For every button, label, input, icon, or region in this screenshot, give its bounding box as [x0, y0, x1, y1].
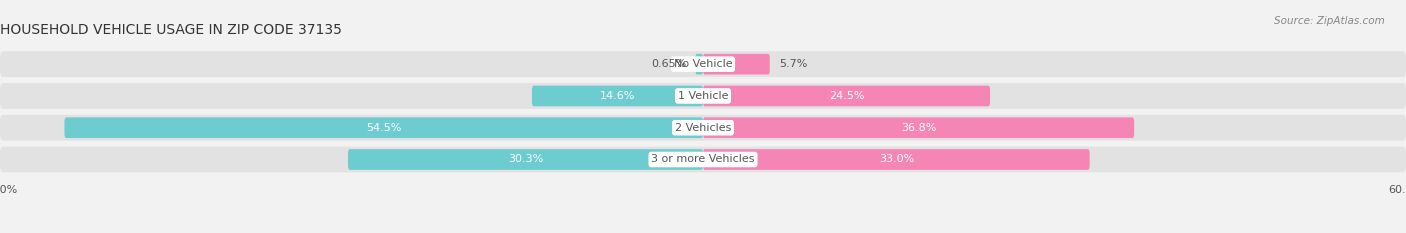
FancyBboxPatch shape	[531, 86, 703, 106]
FancyBboxPatch shape	[0, 115, 1406, 140]
Text: 33.0%: 33.0%	[879, 154, 914, 164]
Text: 2 Vehicles: 2 Vehicles	[675, 123, 731, 133]
Text: Source: ZipAtlas.com: Source: ZipAtlas.com	[1274, 16, 1385, 26]
Text: No Vehicle: No Vehicle	[673, 59, 733, 69]
FancyBboxPatch shape	[696, 54, 703, 75]
Text: 3 or more Vehicles: 3 or more Vehicles	[651, 154, 755, 164]
FancyBboxPatch shape	[0, 147, 1406, 172]
FancyBboxPatch shape	[0, 83, 1406, 109]
Text: 5.7%: 5.7%	[779, 59, 807, 69]
FancyBboxPatch shape	[703, 117, 1135, 138]
Text: HOUSEHOLD VEHICLE USAGE IN ZIP CODE 37135: HOUSEHOLD VEHICLE USAGE IN ZIP CODE 3713…	[0, 23, 342, 37]
Text: 1 Vehicle: 1 Vehicle	[678, 91, 728, 101]
Text: 0.65%: 0.65%	[651, 59, 686, 69]
Text: 54.5%: 54.5%	[366, 123, 401, 133]
FancyBboxPatch shape	[349, 149, 703, 170]
FancyBboxPatch shape	[703, 86, 990, 106]
FancyBboxPatch shape	[703, 54, 770, 75]
Text: 24.5%: 24.5%	[828, 91, 865, 101]
FancyBboxPatch shape	[65, 117, 703, 138]
Text: 14.6%: 14.6%	[600, 91, 636, 101]
FancyBboxPatch shape	[703, 149, 1090, 170]
Text: 30.3%: 30.3%	[508, 154, 543, 164]
Text: 36.8%: 36.8%	[901, 123, 936, 133]
FancyBboxPatch shape	[0, 51, 1406, 77]
